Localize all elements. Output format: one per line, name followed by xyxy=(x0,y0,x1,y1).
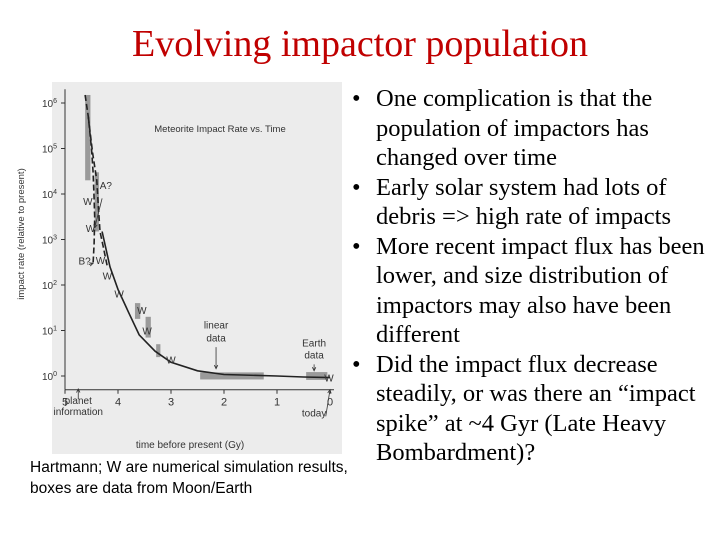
annotation-arrowhead xyxy=(311,367,317,372)
data-box xyxy=(85,94,91,181)
x-tick-label: 2 xyxy=(221,397,227,409)
annotation-label: information xyxy=(54,407,103,418)
annotation-label: A? xyxy=(100,181,113,192)
annotation-arrow xyxy=(325,389,331,417)
simulation-w-label: W xyxy=(96,256,106,267)
data-boxes xyxy=(85,94,328,380)
annotation-arrowhead xyxy=(93,223,98,229)
series-lines xyxy=(84,94,331,379)
bullet-item: One complication is that the population … xyxy=(350,84,715,173)
annotation-arrowhead xyxy=(76,388,81,393)
annotation-arrows xyxy=(76,198,332,417)
annotation-label: today xyxy=(302,408,326,419)
simulation-w-label: W xyxy=(114,290,124,301)
annotation-label: linear xyxy=(204,321,229,332)
simulation-w-label: W xyxy=(86,224,96,235)
annotation-label: planet xyxy=(65,396,92,407)
chart-title: Meteorite Impact Rate vs. Time xyxy=(154,124,285,135)
data-box xyxy=(134,303,141,319)
simulation-w-label: W xyxy=(83,197,93,208)
annotation-arrow xyxy=(94,198,103,228)
simulation-w-label: W xyxy=(324,374,334,385)
x-tick-label: 5 xyxy=(62,397,68,409)
x-tick-label: 3 xyxy=(168,397,174,409)
series-line xyxy=(101,231,331,379)
data-box xyxy=(306,372,328,380)
data-box xyxy=(156,344,161,358)
slide-title: Evolving impactor population xyxy=(132,23,588,65)
x-axis-label: time before present (Gy) xyxy=(136,440,244,451)
x-tick-label: 4 xyxy=(115,397,121,409)
data-box xyxy=(94,172,99,232)
series-line xyxy=(87,116,109,268)
annotation-label: B? xyxy=(78,257,91,268)
simulation-w-label: W xyxy=(103,272,113,283)
bullet-item: Did the impact flux decrease steadily, o… xyxy=(350,350,715,468)
annotation-label: Earth xyxy=(302,338,326,349)
bullet-item: Early solar system had lots of debris =>… xyxy=(350,173,715,232)
annotation-label: data xyxy=(206,333,226,344)
simulation-w-label: W xyxy=(142,327,152,338)
x-tick-label: 1 xyxy=(274,397,280,409)
annotation-arrowhead xyxy=(327,388,332,394)
bullet-list: One complication is that the population … xyxy=(350,84,715,468)
x-tick-label: 0 xyxy=(327,397,333,409)
simulation-w-label: W xyxy=(137,306,147,317)
annotation-arrowhead xyxy=(89,262,94,267)
data-box xyxy=(145,316,151,338)
chart-panel-background xyxy=(52,82,342,454)
simulation-w-label: W xyxy=(166,356,176,367)
figure-caption: Hartmann; W are numerical simulation res… xyxy=(30,459,348,497)
data-box xyxy=(200,372,264,380)
annotation-label: data xyxy=(304,351,324,362)
impact-rate-chart: Meteorite Impact Rate vs. Time impact ra… xyxy=(16,82,342,454)
annotation-arrowhead xyxy=(213,364,219,370)
y-axis-label: impact rate (relative to present) xyxy=(16,168,27,299)
bullet-item: More recent impact flux has been lower, … xyxy=(350,232,715,350)
